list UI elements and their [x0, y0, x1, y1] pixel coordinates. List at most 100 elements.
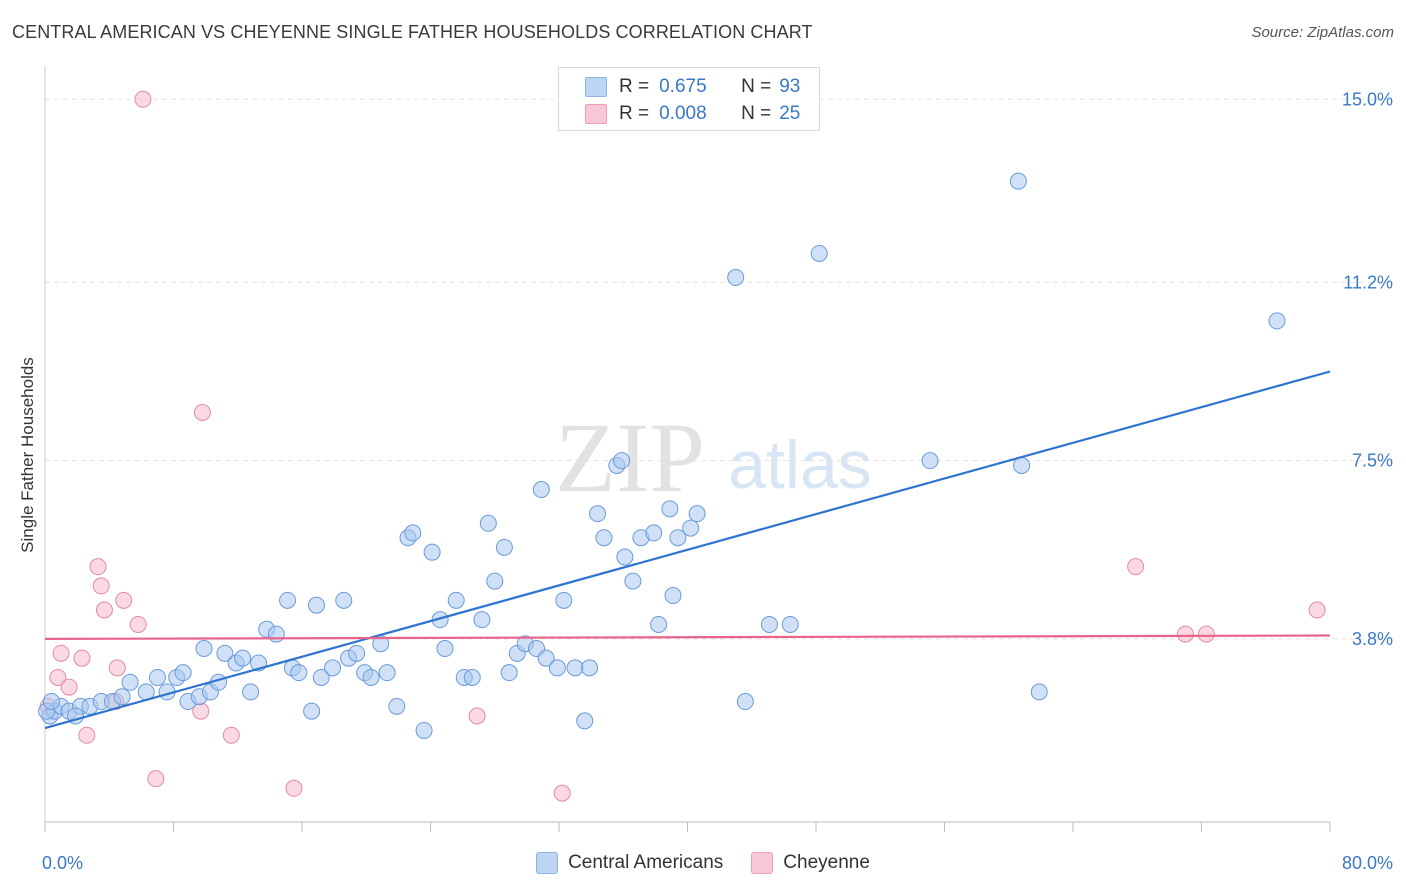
data-point: [1197, 625, 1215, 643]
data-point: [193, 403, 211, 421]
bottom-legend-label: Central Americans: [568, 852, 724, 873]
legend-swatch-pink: [585, 104, 607, 124]
data-point: [148, 668, 166, 686]
data-point: [134, 90, 152, 108]
data-point: [335, 591, 353, 609]
data-point: [781, 615, 799, 633]
legend-row-central-americans: R = 0.675 N = 93: [559, 74, 800, 100]
data-point: [89, 558, 107, 576]
data-point: [1013, 456, 1031, 474]
data-point: [616, 548, 634, 566]
data-point: [52, 644, 70, 662]
trend-lines: [44, 370, 1331, 730]
data-point: [115, 591, 133, 609]
bottom-legend-swatch-pink: [751, 852, 774, 874]
y-tick-label: 11.2%: [1343, 272, 1393, 292]
data-point: [486, 572, 504, 590]
bottom-legend-swatch-blue: [536, 852, 559, 874]
data-point: [1009, 172, 1027, 190]
x-tick-label: 0.0%: [42, 853, 83, 873]
data-point: [650, 615, 668, 633]
tick-labels: 3.8% 7.5% 11.2% 15.0% 0.0% 80.0%: [42, 89, 1393, 873]
data-point: [495, 538, 513, 556]
data-point: [1030, 683, 1048, 701]
y-tick-label: 15.0%: [1342, 89, 1393, 109]
legend-r-label: R =: [619, 76, 650, 97]
data-point: [1308, 601, 1326, 619]
legend-r-value: 0.675: [659, 76, 707, 97]
data-point: [195, 640, 213, 658]
data-point: [279, 591, 297, 609]
data-point: [566, 659, 584, 677]
data-point: [810, 244, 828, 262]
data-point: [290, 664, 308, 682]
data-point: [92, 577, 110, 595]
data-point: [661, 500, 679, 518]
data-point: [500, 664, 518, 682]
data-point: [1127, 558, 1145, 576]
bottom-legend-central-americans: Central Americans: [536, 852, 723, 874]
legend: R = 0.675 N = 93 R = 0.008 N = 25: [558, 67, 820, 131]
data-point: [736, 693, 754, 711]
y-tick-label: 3.8%: [1352, 629, 1393, 649]
bottom-legend: Central Americans Cheyenne: [0, 852, 1406, 874]
data-point: [95, 601, 113, 619]
data-point: [388, 697, 406, 715]
data-point: [447, 591, 465, 609]
trend-line: [44, 634, 1331, 641]
data-point: [285, 779, 303, 797]
legend-n-label: N =: [741, 103, 772, 124]
x-tick-label: 80.0%: [1342, 853, 1393, 873]
data-point: [669, 529, 687, 547]
data-point: [595, 529, 613, 547]
bottom-legend-cheyenne: Cheyenne: [751, 852, 870, 874]
data-point: [242, 683, 260, 701]
data-point: [682, 519, 700, 537]
data-point: [548, 659, 566, 677]
data-point: [60, 678, 78, 696]
data-point: [312, 668, 330, 686]
data-point: [303, 702, 321, 720]
data-point: [645, 524, 663, 542]
legend-r-label: R =: [619, 103, 650, 124]
source-label: Source: ZipAtlas.com: [1251, 24, 1394, 41]
central-american-points: [38, 172, 1286, 739]
watermark: ZIP atlas: [555, 402, 872, 513]
data-point: [624, 572, 642, 590]
data-point: [234, 649, 252, 667]
data-point: [404, 524, 422, 542]
data-point: [576, 712, 594, 730]
data-point: [73, 649, 91, 667]
data-point: [78, 726, 96, 744]
data-point: [307, 596, 325, 614]
data-point: [553, 784, 571, 802]
data-point: [113, 688, 131, 706]
watermark-zip: ZIP: [555, 402, 705, 513]
data-point: [324, 659, 342, 677]
data-point: [378, 664, 396, 682]
legend-n-label: N =: [741, 76, 772, 97]
data-point: [589, 505, 607, 523]
legend-swatch-blue: [585, 77, 607, 97]
data-point: [581, 659, 599, 677]
data-point: [222, 726, 240, 744]
data-point: [423, 543, 441, 561]
data-point: [147, 770, 165, 788]
legend-r-value: 0.008: [659, 103, 707, 124]
data-point: [463, 668, 481, 686]
legend-row-cheyenne: R = 0.008 N = 25: [559, 101, 800, 127]
data-point: [613, 452, 631, 470]
legend-n-value: 25: [779, 103, 801, 124]
y-tick-label: 7.5%: [1352, 451, 1393, 471]
data-point: [537, 649, 555, 667]
data-point: [688, 505, 706, 523]
data-point: [216, 644, 234, 662]
data-point: [121, 673, 139, 691]
data-point: [1176, 625, 1194, 643]
data-point: [727, 269, 745, 287]
data-point: [555, 591, 573, 609]
data-point: [129, 615, 147, 633]
data-point: [468, 707, 486, 725]
data-point: [921, 452, 939, 470]
